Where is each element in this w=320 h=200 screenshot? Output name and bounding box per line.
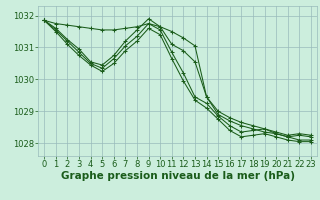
X-axis label: Graphe pression niveau de la mer (hPa): Graphe pression niveau de la mer (hPa) [60,171,295,181]
